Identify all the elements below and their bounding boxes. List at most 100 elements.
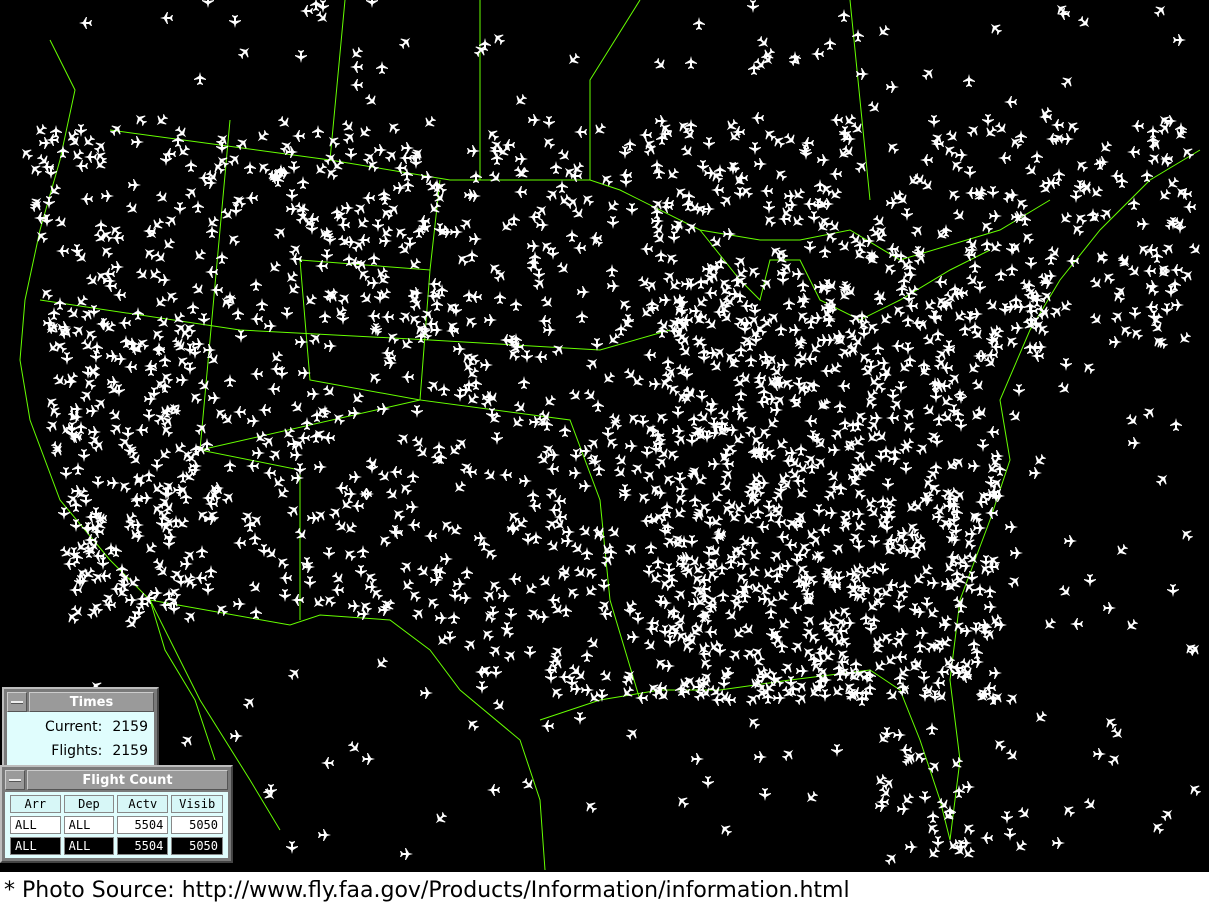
airplane-icon [489,411,502,424]
airplane-icon [962,781,975,793]
airplane-icon [624,604,636,617]
airplane-icon [1046,133,1059,145]
airplane-icon [93,511,106,524]
airplane-icon [262,787,275,800]
airplane-icon [822,306,835,319]
table-row[interactable]: ALL ALL 5504 5050 [10,816,223,834]
airplane-icon [550,646,563,659]
airplane-icon [508,573,521,585]
airplane-icon [650,571,663,584]
airplane-icon [632,374,645,387]
airplane-icon [815,197,828,210]
airplane-icon [286,270,299,283]
airplane-icon [1039,111,1052,123]
airplane-icon [131,136,144,148]
airplane-icon [941,394,954,407]
airplane-icon [140,492,153,504]
airplane-icon [50,445,63,458]
airplane-icon [793,356,806,369]
airplane-icon [726,424,739,436]
airplane-icon [699,672,712,685]
airplane-icon [205,266,218,278]
airplane-icon [806,527,819,540]
table-row-selected[interactable]: ALL ALL 5504 5050 [10,837,223,855]
airplane-icon [771,502,784,515]
airplane-icon [478,538,490,551]
airplane-icon [570,449,582,462]
airplane-icon [948,555,961,568]
airplane-icon [819,397,832,410]
minimize-button[interactable] [5,770,25,790]
cell-dep[interactable]: ALL [63,837,115,855]
airplane-icon [541,444,554,457]
airplane-icon [955,419,967,432]
airplane-icon [189,460,202,472]
airplane-icon [541,720,554,732]
airplane-icon [1109,336,1122,348]
flight-map[interactable] [0,0,1209,872]
airplane-icon [965,528,978,540]
airplane-icon [835,482,847,495]
airplane-icon [687,200,700,213]
airplane-icon [131,519,144,531]
airplane-icon [469,291,482,303]
airplane-icon [379,599,392,612]
cell-dep[interactable]: ALL [63,816,115,834]
airplane-icon [58,321,71,333]
airplane-icon [341,497,354,510]
airplane-icon [689,305,702,317]
airplane-icon [985,507,998,519]
cell-arr[interactable]: ALL [10,816,61,834]
airplane-icon [828,444,841,456]
airplane-icon [770,635,783,648]
airplane-icon [839,509,852,522]
airplane-icon [287,668,300,681]
airplane-icon [485,548,498,561]
airplane-icon [758,386,770,399]
airplane-icon [519,475,532,487]
airplane-icon [896,283,908,296]
cell-arr[interactable]: ALL [10,837,61,855]
airplane-icon [927,761,940,774]
airplane-icon [682,641,695,654]
airplane-icon [759,351,772,363]
airplane-icon [704,287,717,299]
airplane-icon [668,384,681,397]
airplane-icon [821,184,834,197]
airplane-icon [753,654,766,667]
airplane-icon [637,415,649,428]
airplane-icon [1006,336,1019,349]
airplane-icon [125,201,138,214]
minimize-button[interactable] [7,692,27,712]
airplane-icon [882,478,894,491]
airplane-icon [821,198,834,210]
airplane-icon [101,593,114,606]
mexico-border [149,599,546,871]
airplane-icon [153,342,165,355]
airplane-icon [990,613,1003,626]
airplane-icon [415,330,427,343]
airplane-icon [728,161,741,174]
airplane-icon [113,289,126,301]
airplane-icon [307,512,320,524]
airplane-icon [187,301,199,314]
airplane-icon [1011,211,1024,223]
airplane-icon [742,648,755,661]
airplane-icon [430,564,443,576]
airplane-icon [93,141,106,154]
airplane-icon [687,554,700,567]
airplane-icon [894,672,906,685]
airplane-icon [938,518,951,531]
airplane-icon [377,469,390,482]
airplane-icon [271,350,284,363]
airplane-icon [740,581,753,593]
airplane-icon [279,572,292,584]
airplane-icon [879,369,892,381]
airplane-icon [676,321,689,334]
airplane-icon [663,563,675,576]
airplane-icon [287,438,300,450]
airplane-icon [918,359,930,372]
airplane-icon [734,501,747,514]
airplane-icon [152,504,165,517]
airplane-icon [281,307,293,320]
